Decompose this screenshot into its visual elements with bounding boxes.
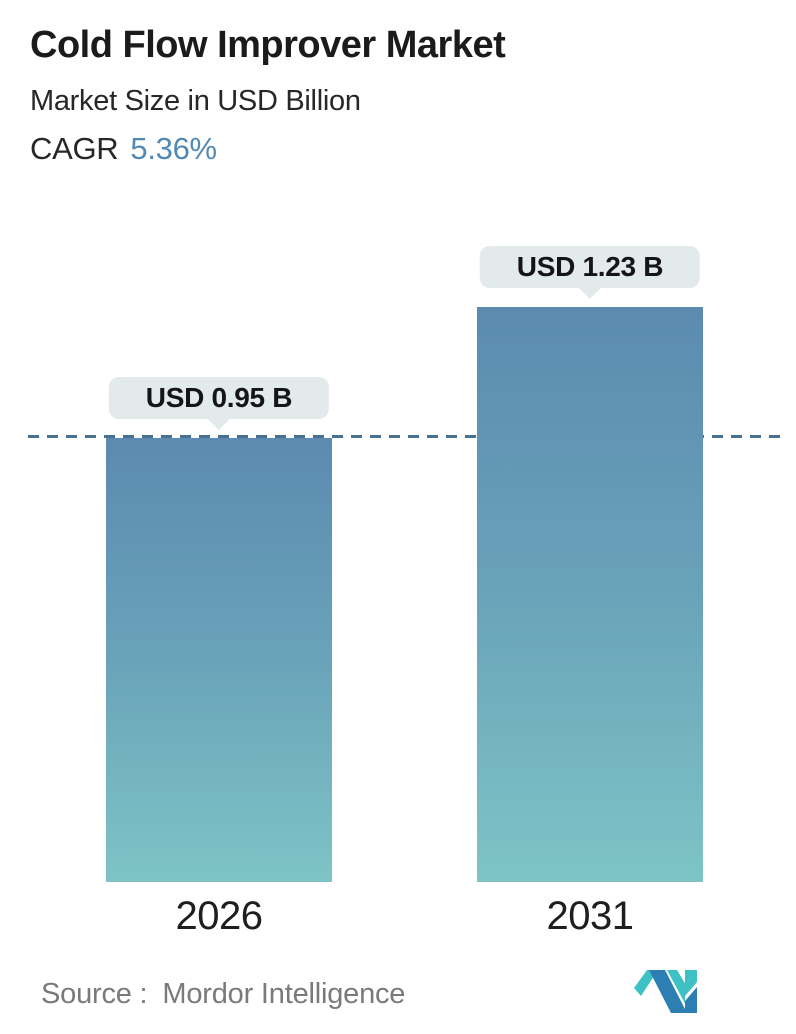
cagr-value: 5.36% <box>130 130 217 166</box>
plot-area: USD 0.95 B USD 1.23 B 2026 2031 <box>0 200 796 938</box>
x-label-2026: 2026 <box>175 894 263 938</box>
chart-footer: Source : Mordor Intelligence <box>0 966 796 1026</box>
bar-2026 <box>106 438 332 882</box>
value-bubble-2026: USD 0.95 B <box>108 377 330 419</box>
value-label-2031: USD 1.23 B <box>516 251 664 282</box>
cagr-label: CAGR <box>30 130 119 166</box>
page-title: Cold Flow Improver Market <box>30 24 506 66</box>
chart-header: Cold Flow Improver Market Market Size in… <box>30 24 506 167</box>
bar-2031 <box>477 307 703 882</box>
cagr-line: CAGR 5.36% <box>30 131 505 167</box>
reference-dashed-line <box>28 435 788 438</box>
value-bubble-2031: USD 1.23 B <box>479 246 701 288</box>
source-label: Source : <box>41 978 148 1010</box>
chart-subtitle: Market Size in USD Billion <box>30 84 361 117</box>
value-label-2026: USD 0.95 B <box>145 382 293 413</box>
source-credit: Source : Mordor Intelligence <box>41 978 405 1011</box>
mordor-intelligence-logo <box>634 970 697 1013</box>
x-label-2031: 2031 <box>546 894 634 938</box>
source-name: Mordor Intelligence <box>162 978 406 1010</box>
